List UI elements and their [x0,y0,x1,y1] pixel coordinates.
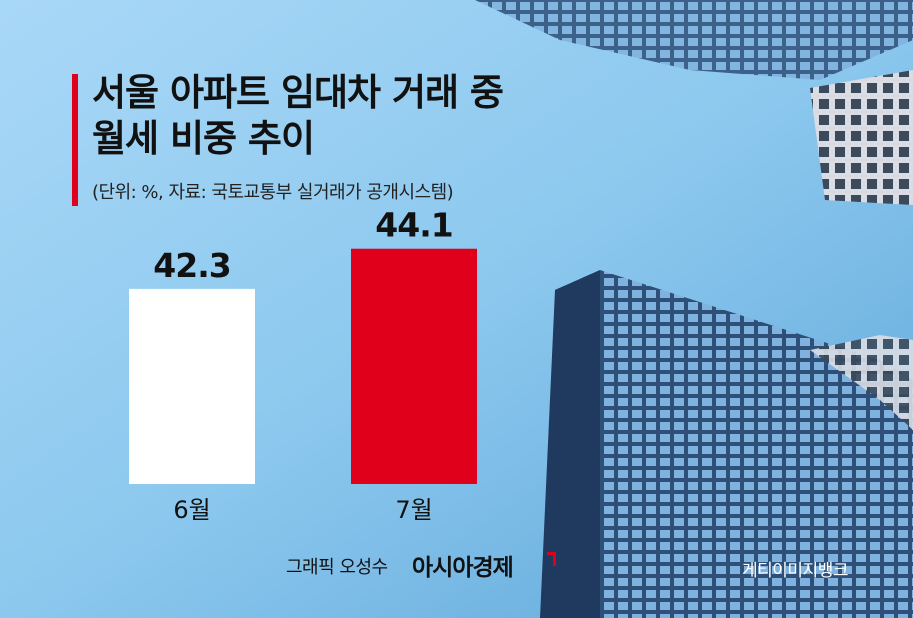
photo-credit: 게티이미지뱅크 [742,561,848,581]
chart-subtitle: (단위: %, 자료: 국토교통부 실거래가 공개시스템) [92,182,454,203]
bar-1 [129,288,255,484]
brand-mark-icon [547,552,556,566]
chart-title: 서울 아파트 임대차 거래 중 월세 비중 추이 [92,70,504,162]
title-line-2: 월세 비중 추이 [92,117,315,160]
bar-2 [351,248,477,484]
category-label-1: 6월 [173,496,210,524]
graphic-credit: 그래픽 오성수 [286,557,388,578]
value-label-2: 44.1 [375,206,452,245]
title-accent-bar [72,74,78,206]
value-label-1: 42.3 [153,246,230,285]
category-label-2: 7월 [395,496,432,524]
title-line-1: 서울 아파트 임대차 거래 중 [92,71,504,114]
brand-logo: 아시아경제 [412,555,514,581]
